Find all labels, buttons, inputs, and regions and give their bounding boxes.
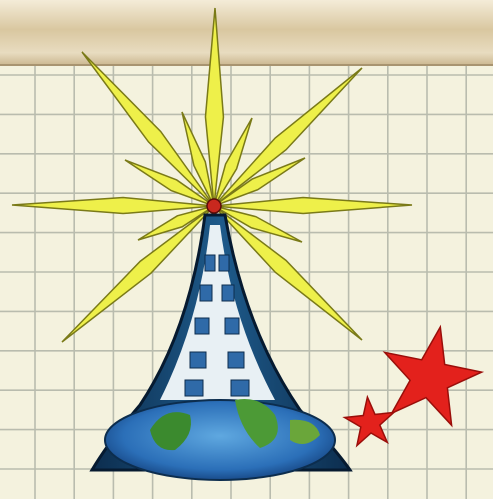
window xyxy=(204,254,216,272)
ray xyxy=(213,157,306,207)
continent xyxy=(235,399,278,448)
tower-core xyxy=(160,225,275,400)
ray xyxy=(61,205,215,343)
window xyxy=(189,351,207,369)
continent xyxy=(290,419,320,444)
ray xyxy=(213,205,303,243)
window xyxy=(227,351,245,369)
ray xyxy=(81,51,215,207)
ray xyxy=(213,117,253,207)
ray xyxy=(124,159,215,207)
window xyxy=(184,379,204,397)
tower-windows xyxy=(184,254,250,397)
star xyxy=(382,324,485,428)
stars xyxy=(342,324,485,448)
ray xyxy=(213,196,413,215)
ray xyxy=(213,205,363,341)
header-band xyxy=(0,0,493,66)
window xyxy=(221,284,235,302)
window xyxy=(218,254,230,272)
ray xyxy=(204,7,225,207)
window xyxy=(230,379,250,397)
ray xyxy=(213,67,363,207)
ray xyxy=(137,205,215,241)
window xyxy=(194,317,210,335)
ray xyxy=(11,196,215,215)
window xyxy=(224,317,240,335)
light-rays xyxy=(11,7,413,343)
continent xyxy=(150,412,191,451)
beacon xyxy=(206,198,222,214)
star xyxy=(342,394,397,448)
ray xyxy=(181,111,215,207)
window xyxy=(199,284,213,302)
